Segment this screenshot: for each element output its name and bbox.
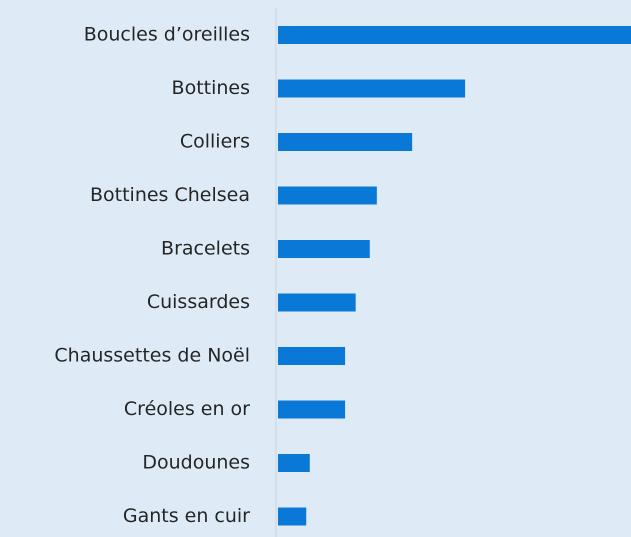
bar [278,293,356,312]
y-tick-label: Bottines Chelsea [90,184,250,206]
bar [278,454,310,472]
y-tick-label: Chaussettes de Noël [54,345,250,367]
y-tick-label: Colliers [180,131,250,153]
y-tick-label: Créoles en or [124,398,250,420]
y-tick-label: Gants en cuir [123,505,250,527]
y-tick-label: Cuissardes [147,291,250,313]
y-tick-label: Doudounes [142,452,250,474]
bar [278,240,370,258]
bar [278,26,631,44]
bar [278,507,307,526]
bar [278,186,377,205]
bar [278,79,466,98]
bar [278,133,413,151]
y-tick-label: Bottines [172,77,250,99]
bar [278,347,346,365]
bar [278,400,346,419]
y-tick-label: Bracelets [161,238,250,260]
y-tick-label: Boucles d’oreilles [84,24,250,46]
